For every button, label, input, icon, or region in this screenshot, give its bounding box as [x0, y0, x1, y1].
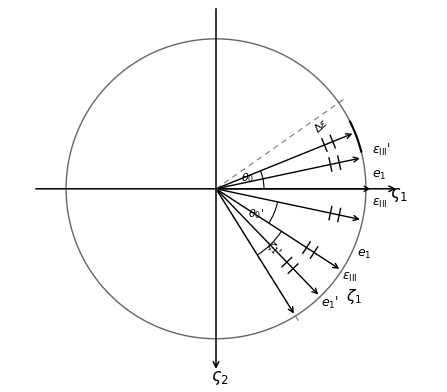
Text: $\Delta\varepsilon$: $\Delta\varepsilon$ [311, 116, 331, 135]
Text: $e_1$: $e_1$ [357, 248, 371, 261]
Text: $\varepsilon_{\mathrm{III}}$: $\varepsilon_{\mathrm{III}}$ [372, 197, 388, 211]
Text: $e_1$: $e_1$ [372, 169, 386, 182]
Text: $\zeta_1$': $\zeta_1$' [263, 238, 283, 259]
Text: $\varsigma_1$: $\varsigma_1$ [390, 186, 408, 204]
Text: $\theta_0$': $\theta_0$' [249, 207, 265, 221]
Text: $\varepsilon_{\mathrm{III}}$: $\varepsilon_{\mathrm{III}}$ [342, 271, 358, 284]
Text: $\zeta_1$: $\zeta_1$ [346, 287, 363, 306]
Text: $\varsigma_2$: $\varsigma_2$ [211, 369, 229, 387]
Text: $\theta_0$: $\theta_0$ [241, 171, 254, 185]
Text: $e_1$': $e_1$' [321, 295, 339, 311]
Text: $\varepsilon_{\mathrm{III}}$': $\varepsilon_{\mathrm{III}}$' [372, 142, 391, 158]
